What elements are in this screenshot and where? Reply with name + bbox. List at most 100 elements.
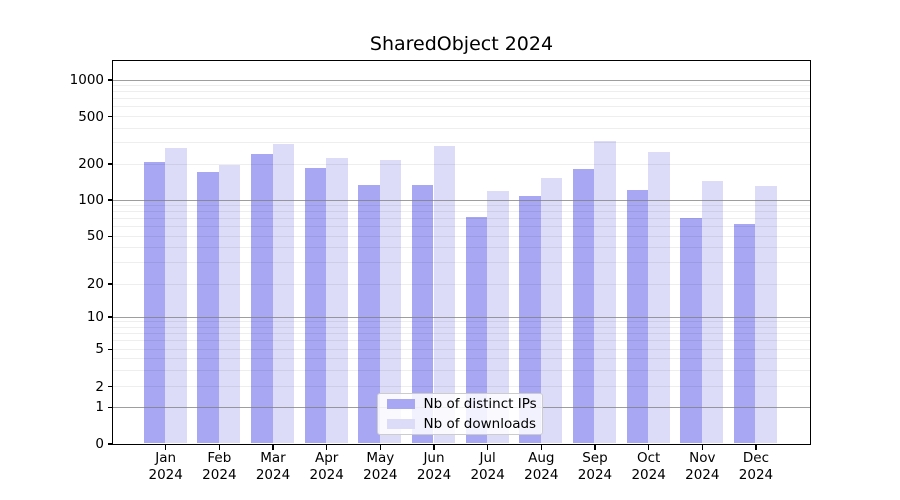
x-tick-label: Jan 2024	[148, 450, 183, 483]
gridline-minor	[112, 235, 810, 237]
x-tick-mark	[164, 445, 167, 450]
x-tick-mark	[647, 445, 650, 450]
bar-distinct-ips	[411, 185, 434, 444]
y-tick-mark	[107, 385, 112, 388]
bar-downloads	[540, 178, 563, 444]
legend-swatch-downloads	[386, 418, 415, 429]
gridline-major	[112, 79, 810, 81]
plot-area: Nb of distinct IPs Nb of downloads	[111, 59, 811, 445]
gridline-minor	[112, 340, 810, 342]
y-tick-mark	[107, 163, 112, 165]
y-tick-label: 500	[78, 108, 104, 125]
legend-entry-distinct-ips: Nb of distinct IPs	[378, 394, 542, 414]
bar-downloads	[379, 160, 402, 444]
x-tick-mark	[540, 445, 543, 450]
gridline-minor	[112, 348, 810, 350]
y-tick-mark	[107, 235, 112, 238]
bar-downloads	[594, 141, 617, 444]
gridline-minor	[112, 333, 810, 335]
x-tick-label: Apr 2024	[309, 450, 344, 483]
x-tick-mark	[218, 445, 221, 450]
bar-downloads	[165, 148, 187, 444]
gridline-minor	[112, 247, 810, 249]
y-tick-mark	[107, 348, 112, 351]
bar-downloads	[701, 181, 724, 444]
legend-label-downloads: Nb of downloads	[423, 415, 537, 432]
y-tick-label: 10	[86, 309, 104, 325]
x-tick-label: Sep 2024	[577, 450, 613, 483]
gridline-minor	[112, 116, 810, 117]
gridline-major	[112, 316, 810, 318]
y-tick-mark	[107, 79, 112, 81]
gridline-minor	[112, 163, 810, 165]
gridline-minor	[112, 205, 810, 207]
legend-entry-downloads: Nb of downloads	[378, 414, 542, 434]
gridline-minor	[112, 98, 810, 100]
bar-distinct-ips	[465, 217, 488, 444]
bar-distinct-ips	[358, 184, 380, 444]
x-tick-mark	[272, 445, 274, 450]
bar-downloads	[648, 151, 670, 444]
gridline-minor	[112, 262, 810, 264]
bar-downloads	[326, 157, 348, 444]
x-tick-label: Nov 2024	[685, 450, 720, 483]
y-tick-label: 2	[95, 378, 104, 395]
y-tick-label: 100	[78, 192, 104, 208]
y-tick-label: 50	[86, 228, 104, 245]
y-tick-label: 0	[95, 436, 104, 452]
bar-downloads	[755, 186, 778, 444]
bar-distinct-ips	[304, 167, 327, 444]
gridline-minor	[112, 357, 810, 359]
gridline-minor	[112, 218, 810, 220]
gridline-major	[112, 199, 810, 201]
x-tick-label: Mar 2024	[255, 450, 291, 483]
gridline-minor	[112, 226, 810, 228]
legend-swatch-distinct-ips	[386, 398, 415, 409]
x-tick-mark	[594, 445, 596, 450]
bar-distinct-ips	[572, 168, 595, 444]
x-tick-label: Dec 2024	[738, 450, 774, 483]
legend-label-distinct-ips: Nb of distinct IPs	[423, 395, 537, 412]
gridline-minor	[112, 369, 810, 371]
x-tick-label: Feb 2024	[202, 450, 237, 483]
x-tick-label: Jul 2024	[470, 450, 505, 483]
bar-distinct-ips	[197, 172, 219, 444]
gridline-minor	[112, 321, 810, 323]
gridline-minor	[112, 106, 810, 108]
gridline-minor	[112, 386, 810, 388]
x-tick-label: Oct 2024	[631, 450, 666, 483]
bar-distinct-ips	[680, 218, 702, 444]
y-tick-mark	[107, 443, 112, 445]
bar-downloads	[433, 146, 456, 444]
x-tick-mark	[433, 445, 435, 450]
gridline-minor	[112, 283, 810, 285]
bar-distinct-ips	[143, 161, 166, 444]
bar-distinct-ips	[519, 196, 541, 444]
y-tick-label: 1000	[69, 72, 104, 88]
x-tick-mark	[755, 445, 757, 450]
x-tick-mark	[325, 445, 328, 450]
y-tick-label: 5	[95, 341, 104, 358]
bar-distinct-ips	[250, 154, 273, 444]
gridline-minor	[112, 142, 810, 144]
x-tick-label: Jun 2024	[416, 450, 452, 483]
y-tick-label: 20	[86, 276, 104, 292]
gridline-minor	[112, 127, 810, 129]
x-tick-label: May 2024	[363, 450, 398, 483]
gridline-minor	[112, 326, 810, 328]
x-tick-mark	[379, 445, 382, 450]
x-tick-mark	[486, 445, 489, 450]
y-tick-mark	[107, 199, 112, 201]
x-tick-mark	[701, 445, 704, 450]
y-tick-mark	[107, 283, 112, 285]
bar-downloads	[218, 164, 241, 444]
y-tick-label: 1	[95, 399, 104, 416]
gridline-minor	[112, 85, 810, 87]
bar-downloads	[272, 144, 295, 444]
plot-inner: Nb of distinct IPs Nb of downloads	[112, 61, 810, 444]
bar-distinct-ips	[733, 223, 756, 444]
y-tick-mark	[107, 406, 112, 409]
gridline-minor	[112, 91, 810, 93]
x-tick-label: Aug 2024	[524, 450, 559, 483]
